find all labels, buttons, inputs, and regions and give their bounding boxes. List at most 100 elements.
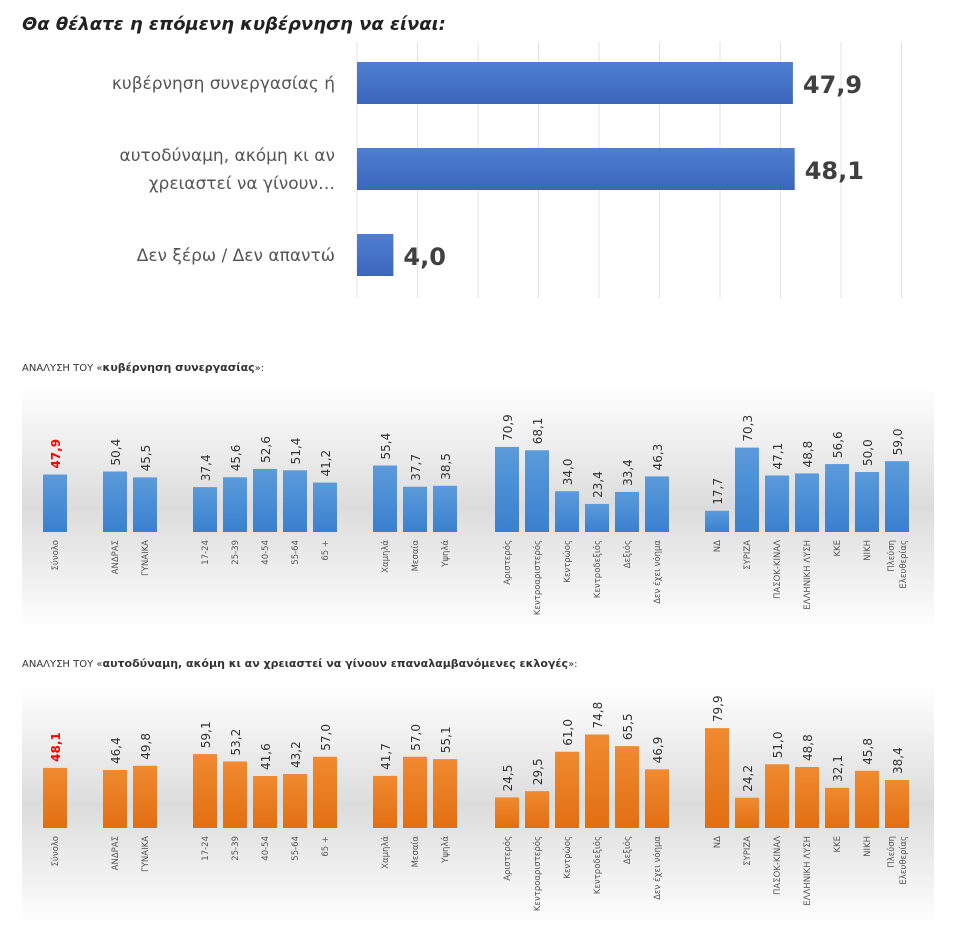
category-label: Κεντροαριστερός bbox=[532, 540, 543, 615]
category-label: ΚΚΕ bbox=[833, 540, 843, 557]
category-label: ΕΛΛΗΝΙΚΗ ΛΥΣΗ bbox=[803, 540, 813, 610]
value-label: 70,3 bbox=[741, 415, 755, 442]
bar bbox=[313, 756, 337, 828]
value-label: 59,1 bbox=[199, 721, 213, 748]
category-label: Χαμηλά bbox=[381, 836, 391, 869]
value-label: 38,4 bbox=[891, 747, 905, 774]
category-label: χρειαστεί να γίνουν… bbox=[149, 174, 335, 194]
category-label: ΠΑΣΟΚ-ΚΙΝΑΛ bbox=[773, 540, 783, 599]
category-label: 55-64 bbox=[291, 836, 301, 861]
bar bbox=[433, 485, 457, 532]
value-label: 34,0 bbox=[561, 458, 575, 485]
category-label: Πλεύση bbox=[886, 540, 897, 572]
category-label: ΝΔ bbox=[713, 540, 723, 552]
category-label: Ελευθερίας bbox=[899, 836, 909, 885]
bar bbox=[43, 767, 67, 828]
main-chart-title: Θα θέλατε η επόμενη κυβέρνηση να είναι: bbox=[22, 14, 446, 35]
value-label: 41,6 bbox=[259, 743, 273, 770]
category-label: Χαμηλά bbox=[381, 540, 391, 573]
category-label: 40-54 bbox=[261, 836, 271, 861]
category-label: Σύνολο bbox=[50, 540, 61, 570]
category-label: κυβέρνηση συνεργασίας ή bbox=[112, 74, 335, 94]
category-label: Δεν έχει νόημα bbox=[652, 540, 663, 604]
value-label: 45,5 bbox=[139, 445, 153, 472]
bar bbox=[885, 780, 909, 828]
category-label: Κεντροδεξιός bbox=[592, 540, 603, 598]
category-label: Υψηλά bbox=[441, 540, 451, 568]
category-label: Δεξιός bbox=[622, 836, 633, 864]
bar bbox=[403, 756, 427, 828]
value-label: 49,8 bbox=[139, 733, 153, 760]
category-label: ΕΛΛΗΝΙΚΗ ΛΥΣΗ bbox=[803, 836, 813, 906]
value-label: 51,4 bbox=[289, 438, 303, 465]
value-label: 68,1 bbox=[531, 418, 545, 445]
value-label: 41,2 bbox=[319, 450, 333, 477]
category-label: 65 + bbox=[321, 540, 331, 561]
value-label: 46,4 bbox=[109, 737, 123, 764]
bar bbox=[585, 734, 609, 828]
value-label: 50,4 bbox=[109, 439, 123, 466]
value-label: 57,0 bbox=[409, 724, 423, 751]
category-label: 55-64 bbox=[291, 540, 301, 565]
value-label: 23,4 bbox=[591, 471, 605, 498]
value-label: 37,4 bbox=[199, 454, 213, 481]
value-label: 48,8 bbox=[801, 734, 815, 761]
value-label: 65,5 bbox=[621, 713, 635, 740]
bar bbox=[283, 470, 307, 532]
bar bbox=[193, 754, 217, 828]
value-label: 59,0 bbox=[891, 428, 905, 455]
value-label: 55,4 bbox=[379, 433, 393, 460]
bar bbox=[193, 487, 217, 532]
bar bbox=[735, 447, 759, 532]
bar bbox=[373, 465, 397, 532]
category-label: Κεντρώος bbox=[562, 836, 573, 879]
bar bbox=[433, 759, 457, 828]
bar bbox=[555, 491, 579, 532]
value-label: 55,1 bbox=[439, 726, 453, 753]
value-label: 48,8 bbox=[801, 441, 815, 468]
category-label: Μεσαία bbox=[411, 836, 421, 868]
value-label: 37,7 bbox=[409, 454, 423, 481]
bar bbox=[495, 797, 519, 828]
category-label: ΚΚΕ bbox=[833, 836, 843, 853]
bar bbox=[253, 776, 277, 828]
bar bbox=[403, 486, 427, 532]
bar bbox=[313, 482, 337, 532]
category-label: ΓΥΝΑΙΚΑ bbox=[141, 836, 151, 872]
bar bbox=[615, 491, 639, 532]
value-label: 24,2 bbox=[741, 765, 755, 792]
bar bbox=[855, 472, 879, 532]
value-label: 47,1 bbox=[771, 443, 785, 470]
value-label: 32,1 bbox=[831, 755, 845, 782]
bar bbox=[357, 148, 795, 190]
bar bbox=[555, 751, 579, 828]
category-label: ΑΝΔΡΑΣ bbox=[111, 540, 121, 574]
value-label: 51,0 bbox=[771, 732, 785, 759]
bar bbox=[103, 471, 127, 532]
value-label: 41,7 bbox=[379, 743, 393, 770]
bar bbox=[765, 764, 789, 828]
category-label: 65 + bbox=[321, 836, 331, 857]
category-label: ΣΥΡΙΖΑ bbox=[743, 836, 753, 866]
value-label: 79,9 bbox=[711, 695, 725, 722]
value-label: 47,9 bbox=[49, 439, 63, 469]
category-label: 25-39 bbox=[231, 540, 241, 565]
category-label: Πλεύση bbox=[886, 836, 897, 868]
value-label: 70,9 bbox=[501, 414, 515, 441]
bar bbox=[223, 477, 247, 532]
category-label: Αριστερός bbox=[502, 836, 513, 881]
category-label: Ελευθερίας bbox=[899, 540, 909, 589]
category-label: 17-24 bbox=[201, 836, 211, 861]
value-label: 46,3 bbox=[651, 444, 665, 471]
category-label: Δεν έχει νόημα bbox=[652, 836, 663, 900]
value-label: 56,6 bbox=[831, 431, 845, 458]
value-label: 57,0 bbox=[319, 724, 333, 751]
bar bbox=[645, 476, 669, 532]
bar bbox=[357, 234, 394, 276]
bar bbox=[885, 461, 909, 532]
bar bbox=[825, 464, 849, 532]
value-label: 29,5 bbox=[531, 758, 545, 785]
value-label: 45,8 bbox=[861, 738, 875, 765]
value-label: 74,8 bbox=[591, 702, 605, 729]
bar bbox=[585, 503, 609, 532]
